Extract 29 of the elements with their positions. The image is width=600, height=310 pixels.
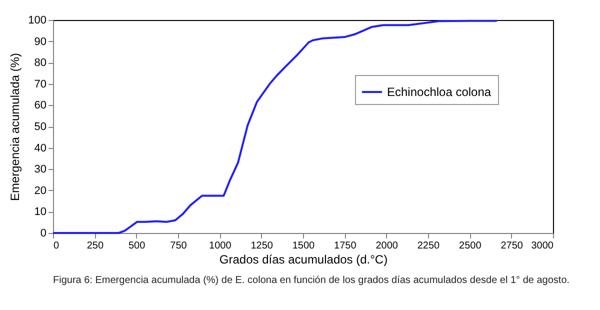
y-tick-label: 60 xyxy=(34,100,46,112)
x-tick-label: 750 xyxy=(170,240,188,252)
legend-label: Echinochloa colona xyxy=(387,85,492,99)
y-tick-label: 80 xyxy=(34,57,46,70)
x-tick-label: 3000 xyxy=(531,240,554,252)
y-axis-title: Emergencia acumulada (%) xyxy=(8,52,22,202)
x-tick-label: 2750 xyxy=(500,240,524,252)
y-tick-label: 100 xyxy=(28,14,46,26)
y-tick-label: 20 xyxy=(34,184,46,197)
y-tick-label: 70 xyxy=(34,78,46,90)
x-tick-label: 1500 xyxy=(292,240,316,252)
x-tick-label: 1250 xyxy=(250,240,274,252)
x-tick-label: 2250 xyxy=(417,240,440,252)
x-tick-label: 2000 xyxy=(376,240,398,252)
x-tick-label: 2500 xyxy=(459,240,482,252)
y-tick-label: 0 xyxy=(40,228,46,240)
text: Figura 6: Emergencia acumulada (%) de E. colona en función de los grados días acumulados desde el 1° de agosto. xyxy=(53,275,570,286)
x-tick-label: 1750 xyxy=(334,240,357,252)
x-tick-label: 1000 xyxy=(209,240,232,252)
x-tick-label: 250 xyxy=(86,240,104,252)
y-tick-label: 40 xyxy=(34,142,46,154)
x-tick-label: 0 xyxy=(54,240,60,252)
line-series xyxy=(52,20,498,234)
y-tick-label: 10 xyxy=(34,206,46,218)
x-tick-label: 500 xyxy=(128,240,146,252)
y-tick-label: 90 xyxy=(34,36,46,48)
y-tick-label: 50 xyxy=(34,121,46,133)
x-axis-title: Grados días acumulados (d.°C) xyxy=(219,252,388,266)
y-tick-label: 30 xyxy=(34,164,46,176)
